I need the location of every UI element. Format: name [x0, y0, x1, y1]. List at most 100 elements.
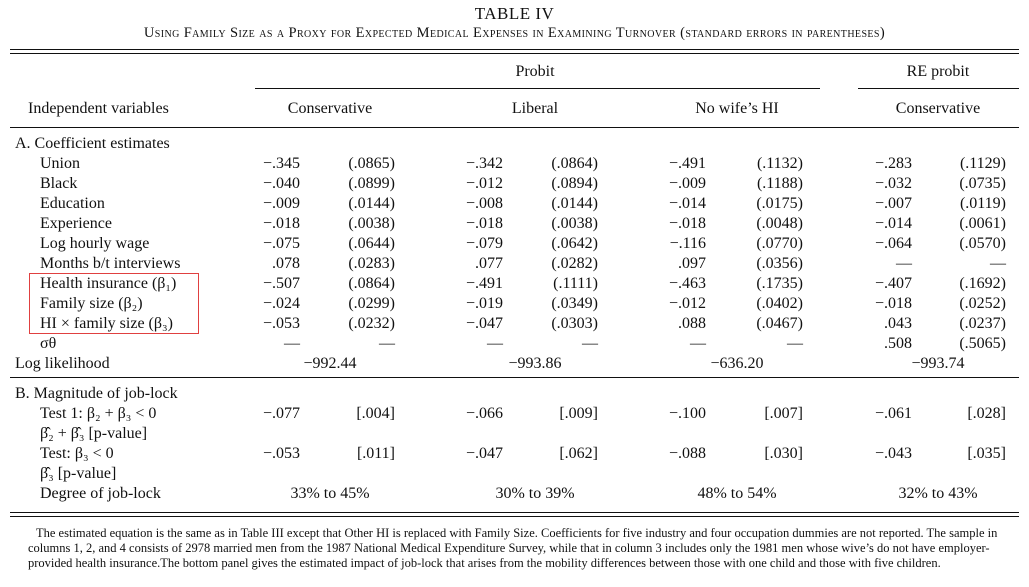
- std-error-col-2: (.0894): [551, 175, 598, 192]
- joblock-col-3: 48% to 54%: [697, 485, 777, 502]
- table-row: Union −.345 (.0865) −.342 (.0864) −.491 (.1132…: [0, 155, 1029, 175]
- std-error-col-1: (.0865): [348, 155, 395, 172]
- std-error-col-4: (.1692): [959, 275, 1006, 292]
- coef-value-col-4: −.032: [874, 175, 912, 192]
- coef-value-col-3: −.009: [668, 175, 706, 192]
- test1-p-2: [.009]: [559, 405, 598, 422]
- coef-value-col-4: −.018: [874, 295, 912, 312]
- header-re-probit: RE probit: [906, 63, 970, 80]
- test2-p-4: [.035]: [967, 445, 1006, 462]
- std-error-col-4: (.5065): [959, 335, 1006, 352]
- std-error-col-4: (.0735): [959, 175, 1006, 192]
- coef-value-col-3: −.012: [668, 295, 706, 312]
- table-row: Health insurance (β₁) −.507 (.0864) −.491 (.…: [0, 275, 1029, 295]
- std-error-col-2: (.0303): [551, 315, 598, 332]
- std-error-col-4: (.0570): [959, 235, 1006, 252]
- std-error-col-3: (.1188): [756, 175, 803, 192]
- coef-value-col-1: −.024: [262, 295, 300, 312]
- coef-value-col-4: −.407: [874, 275, 912, 292]
- std-error-col-1: (.0899): [348, 175, 395, 192]
- loglik-col-1: −992.44: [303, 355, 357, 372]
- highlight-box: [29, 273, 199, 334]
- loglik-row: Log likelihood −992.44 −993.86 −636.20 −…: [0, 355, 1029, 375]
- table-row: Log hourly wage −.075 (.0644) −.079 (.0642) −…: [0, 235, 1029, 255]
- row-label: HI × family size (β₃): [40, 315, 173, 332]
- coef-value-col-2: −.012: [465, 175, 503, 192]
- header-probit: Probit: [515, 63, 555, 80]
- std-error-col-4: (.0061): [959, 215, 1006, 232]
- top-double-rule: [10, 49, 1019, 54]
- std-error-col-2: (.0349): [551, 295, 598, 312]
- loglik-col-3: −636.20: [710, 355, 764, 372]
- coef-value-col-2: −.079: [465, 235, 503, 252]
- std-error-col-2: (.0642): [551, 235, 598, 252]
- header-col-3: No wife’s HI: [695, 100, 779, 117]
- coef-value-col-2: −.047: [465, 315, 503, 332]
- section-a-heading: A. Coefficient estimates: [15, 135, 170, 152]
- joblock-col-2: 30% to 39%: [495, 485, 575, 502]
- std-error-col-3: (.0467): [756, 315, 803, 332]
- row-label: Black: [40, 175, 78, 192]
- bottom-double-rule: [10, 512, 1019, 517]
- coef-value-col-1: −.009: [262, 195, 300, 212]
- coef-value-col-3: −.463: [668, 275, 706, 292]
- std-error-col-3: (.1132): [756, 155, 803, 172]
- test2-p-1: [.011]: [356, 445, 395, 462]
- std-error-col-4: (.0119): [959, 195, 1006, 212]
- coef-value-col-4: .508: [884, 335, 912, 352]
- std-error-col-1: (.0038): [348, 215, 395, 232]
- coef-value-col-3: −.116: [669, 235, 706, 252]
- test1-est-4: −.061: [874, 405, 912, 422]
- std-error-col-2: (.0144): [551, 195, 598, 212]
- coef-value-col-3: −.491: [668, 155, 706, 172]
- header-col-4: Conservative: [895, 100, 981, 117]
- test2-sub-row: β̂₃ [p-value]: [40, 465, 117, 482]
- test2-est-3: −.088: [668, 445, 706, 462]
- test1-sub-row: β̂₂ + β̂₃ [p-value]: [40, 425, 148, 442]
- test1-p-1: [.004]: [356, 405, 395, 422]
- section-b-heading: B. Magnitude of job-lock: [15, 385, 178, 402]
- row-label: Log hourly wage: [40, 235, 150, 252]
- std-error-col-2: (.1111): [553, 275, 598, 292]
- header-rule: [10, 127, 1019, 128]
- std-error-col-2: (.0864): [551, 155, 598, 172]
- header-independent-variables: Independent variables: [28, 100, 169, 117]
- loglik-col-2: −993.86: [508, 355, 562, 372]
- std-error-col-4: (.0237): [959, 315, 1006, 332]
- row-label: Family size (β₂): [40, 295, 143, 312]
- joblock-col-1: 33% to 45%: [290, 485, 370, 502]
- std-error-col-4: —: [990, 255, 1006, 272]
- std-error-col-3: (.0356): [756, 255, 803, 272]
- table-row: σθ — — — — — — .508 (.5065): [0, 335, 1029, 355]
- coef-value-col-2: −.019: [465, 295, 503, 312]
- coef-value-col-1: −.507: [262, 275, 300, 292]
- coef-value-col-1: —: [284, 335, 300, 352]
- std-error-col-1: (.0644): [348, 235, 395, 252]
- coef-value-col-4: −.007: [874, 195, 912, 212]
- std-error-col-1: (.0299): [348, 295, 395, 312]
- std-error-col-1: —: [379, 335, 395, 352]
- test1-est-1: −.077: [262, 405, 300, 422]
- std-error-col-2: (.0282): [551, 255, 598, 272]
- mid-rule: [10, 377, 1019, 378]
- coef-value-col-4: −.283: [874, 155, 912, 172]
- coef-value-col-4: −.014: [874, 215, 912, 232]
- coef-value-col-2: −.008: [465, 195, 503, 212]
- std-error-col-4: (.0252): [959, 295, 1006, 312]
- table-title: TABLE IV: [474, 4, 555, 23]
- coef-value-col-4: .043: [884, 315, 912, 332]
- table-subtitle: Using Family Size as a Proxy for Expecte…: [143, 25, 886, 41]
- re-probit-underline: [858, 88, 1019, 89]
- coef-value-col-1: −.018: [262, 215, 300, 232]
- table-row: Education −.009 (.0144) −.008 (.0144) −.014 (.…: [0, 195, 1029, 215]
- test2-est-4: −.043: [874, 445, 912, 462]
- std-error-col-2: —: [582, 335, 598, 352]
- test2-est-1: −.053: [262, 445, 300, 462]
- table-row: HI × family size (β₃) −.053 (.0232) −.047 (.…: [0, 315, 1029, 335]
- coef-value-col-1: .078: [272, 255, 300, 272]
- std-error-col-2: (.0038): [551, 215, 598, 232]
- coef-value-col-2: −.342: [465, 155, 503, 172]
- coef-value-col-3: .097: [678, 255, 706, 272]
- test1-est-2: −.066: [465, 405, 503, 422]
- row-label: σθ: [40, 335, 57, 352]
